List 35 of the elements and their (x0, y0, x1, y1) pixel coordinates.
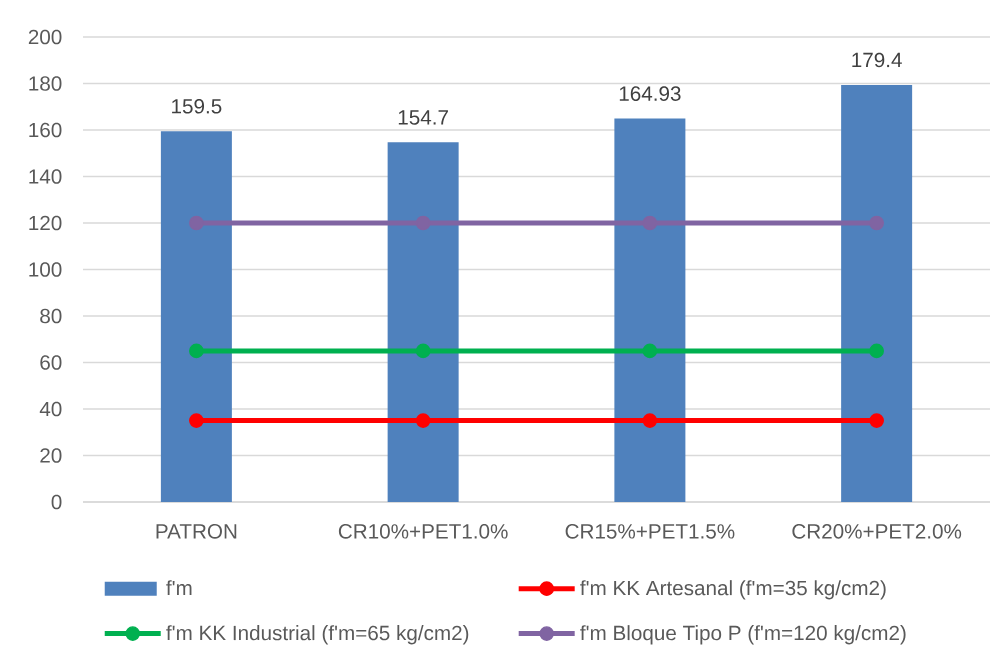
y-tick-label: 20 (40, 448, 62, 463)
point (189, 215, 204, 231)
y-tick-label: 200 (28, 29, 62, 45)
point (415, 343, 431, 359)
point (642, 215, 658, 231)
x-tick-label: PATRON (156, 524, 237, 539)
legend-label: f'm KK Industrial (f'm=65 kg/cm2) (166, 625, 469, 645)
point (415, 215, 431, 231)
point (869, 215, 884, 231)
y-tick-label: 140 (29, 169, 62, 184)
legend-label: f'm KK Artesanal (f'm=35 kg/cm2) (580, 580, 886, 600)
y-tick-label: 180 (29, 76, 62, 91)
data-label: 164.93 (619, 86, 681, 101)
point (189, 413, 204, 428)
y-tick-label: 120 (29, 215, 62, 231)
legend-label: f'm (166, 580, 192, 596)
point (642, 343, 658, 359)
point (869, 413, 884, 428)
x-tick-label: CR15%+PET1.5% (565, 524, 735, 539)
y-tick-label: 40 (39, 401, 62, 417)
y-tick-label: 80 (40, 308, 62, 324)
x-tick-label: CR10%+PET1.0% (338, 524, 508, 539)
x-tick-label: CR20%+PET2.0% (792, 524, 962, 539)
point (642, 413, 658, 428)
data-label: 154.7 (398, 110, 448, 125)
point (415, 413, 431, 428)
data-label: 179.4 (852, 52, 902, 68)
y-tick-label: 100 (29, 262, 62, 277)
y-tick-label: 160 (29, 122, 62, 138)
point (189, 343, 204, 359)
legend-label: f'm Bloque Tipo P (f'm=120 kg/cm2) (580, 625, 906, 645)
y-tick-label: 0 (51, 494, 62, 510)
data-label: 159.5 (172, 98, 222, 114)
point (869, 343, 884, 359)
y-tick-label: 60 (40, 355, 62, 370)
